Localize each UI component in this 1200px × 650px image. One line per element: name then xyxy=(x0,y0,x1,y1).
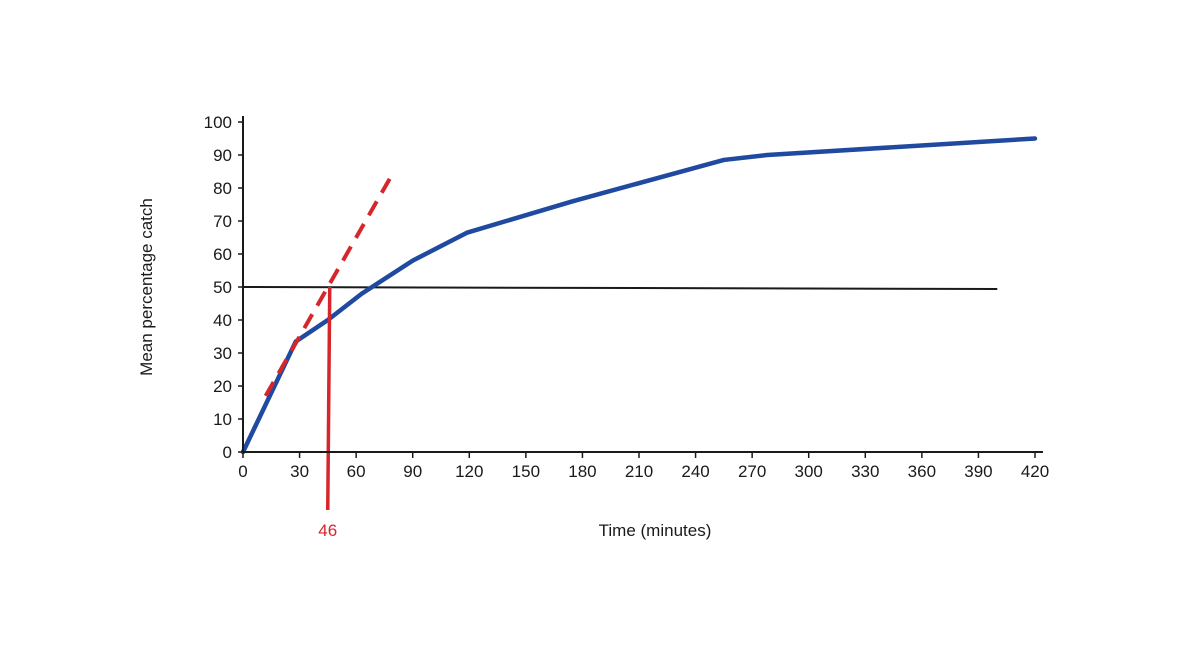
x-tick-label: 360 xyxy=(908,462,936,481)
x-axis-title: Time (minutes) xyxy=(599,521,712,540)
x-tick-label: 180 xyxy=(568,462,596,481)
x-tick-label: 150 xyxy=(512,462,540,481)
x-tick-label: 390 xyxy=(964,462,992,481)
x-tick-label: 330 xyxy=(851,462,879,481)
x-tick-label: 270 xyxy=(738,462,766,481)
x-tick-label: 0 xyxy=(238,462,247,481)
x-tick-label: 120 xyxy=(455,462,483,481)
x-tick-label: 30 xyxy=(290,462,309,481)
x-tick-label: 60 xyxy=(347,462,366,481)
y-tick-label: 100 xyxy=(204,113,232,132)
x-tick-label: 300 xyxy=(795,462,823,481)
y-tick-label: 50 xyxy=(213,278,232,297)
y-tick-label: 30 xyxy=(213,344,232,363)
y-tick-label: 10 xyxy=(213,410,232,429)
y-tick-label: 60 xyxy=(213,245,232,264)
tangent-dashed-line xyxy=(263,170,396,397)
x-tick-label: 420 xyxy=(1021,462,1049,481)
y-tick-label: 80 xyxy=(213,179,232,198)
x-tick-label: 90 xyxy=(403,462,422,481)
y-tick-label: 0 xyxy=(223,443,232,462)
y-tick-label: 90 xyxy=(213,146,232,165)
x-tick-label: 240 xyxy=(681,462,709,481)
reference-line-50 xyxy=(242,286,998,290)
x-tick-label: 210 xyxy=(625,462,653,481)
y-tick-label: 40 xyxy=(213,311,232,330)
y-tick-label: 70 xyxy=(213,212,232,231)
marker-label: 46 xyxy=(318,521,337,540)
y-tick-label: 20 xyxy=(213,377,232,396)
series-line xyxy=(240,136,1038,455)
marker-line xyxy=(325,286,332,511)
y-axis-title: Mean percentage catch xyxy=(137,198,156,376)
